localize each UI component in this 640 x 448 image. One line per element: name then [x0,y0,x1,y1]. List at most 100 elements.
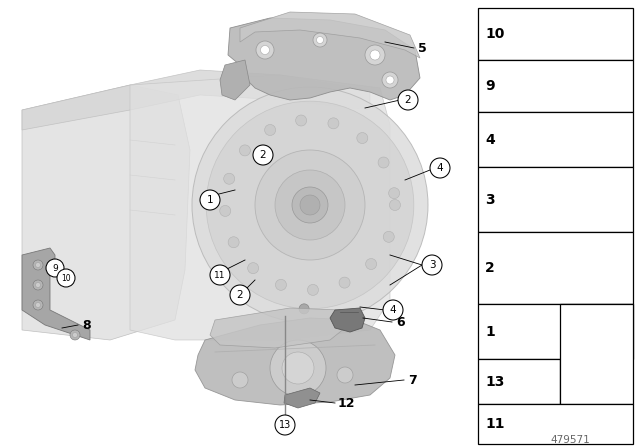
Polygon shape [22,85,190,340]
Circle shape [35,283,40,288]
Circle shape [378,157,389,168]
Circle shape [210,265,230,285]
Circle shape [35,302,40,307]
Circle shape [383,300,403,320]
Polygon shape [130,75,390,340]
Bar [572,307,585,313]
Ellipse shape [564,141,594,149]
Bar [478,359,560,404]
Circle shape [206,101,414,309]
Ellipse shape [572,165,585,169]
Polygon shape [561,416,611,428]
Circle shape [35,263,40,267]
Polygon shape [22,70,370,130]
Polygon shape [330,308,365,332]
Circle shape [228,237,239,248]
Circle shape [357,133,368,143]
Bar [478,232,633,304]
Bar [478,60,633,112]
Circle shape [200,190,220,210]
Circle shape [300,195,320,215]
Circle shape [232,372,248,388]
Ellipse shape [572,230,585,234]
Text: 2: 2 [485,261,495,275]
Circle shape [255,150,365,260]
Circle shape [33,260,43,270]
Text: 8: 8 [82,319,91,332]
Bar [478,167,633,232]
Ellipse shape [563,23,595,37]
Circle shape [275,415,295,435]
Circle shape [430,158,450,178]
Text: 12: 12 [338,396,355,409]
Circle shape [296,115,307,126]
Circle shape [390,199,401,211]
Circle shape [317,36,323,43]
Circle shape [365,258,376,270]
Ellipse shape [569,168,588,172]
Circle shape [383,231,394,242]
Circle shape [386,76,394,84]
Circle shape [370,50,380,60]
Text: 2: 2 [237,290,243,300]
Circle shape [337,367,353,383]
Polygon shape [210,308,345,348]
Circle shape [230,285,250,305]
Circle shape [264,125,276,135]
Bar [478,8,633,60]
Ellipse shape [572,302,585,306]
Ellipse shape [569,305,588,310]
Text: 10: 10 [61,273,71,283]
Circle shape [270,340,326,396]
Text: 9: 9 [485,79,495,93]
Circle shape [382,72,398,88]
Circle shape [220,206,231,216]
Bar [572,170,585,176]
Ellipse shape [564,116,594,124]
Bar [560,304,633,404]
Circle shape [239,145,250,156]
Polygon shape [524,369,538,391]
Circle shape [282,352,314,384]
Circle shape [313,33,327,47]
Text: 1: 1 [485,324,495,339]
Text: 2: 2 [404,95,412,105]
Text: 11: 11 [485,417,504,431]
Bar [575,177,582,219]
Ellipse shape [572,27,586,33]
Polygon shape [284,388,320,408]
Ellipse shape [570,118,587,122]
Polygon shape [240,12,420,58]
Polygon shape [228,18,420,100]
Circle shape [70,330,80,340]
Text: 7: 7 [408,374,417,387]
Polygon shape [220,60,250,100]
Bar [478,112,633,167]
Text: 2: 2 [260,150,266,160]
Bar [572,235,585,241]
Circle shape [253,145,273,165]
Text: 479571: 479571 [550,435,590,445]
Circle shape [365,45,385,65]
Circle shape [299,304,309,314]
Text: 9: 9 [52,263,58,272]
Circle shape [248,263,259,274]
Circle shape [339,277,350,288]
Circle shape [388,188,399,198]
Circle shape [72,332,77,337]
Circle shape [33,280,43,290]
Bar [478,304,633,359]
Ellipse shape [524,362,540,367]
Polygon shape [496,420,520,428]
Circle shape [292,187,328,223]
Polygon shape [195,318,395,405]
Bar [572,63,585,68]
Text: 13: 13 [485,375,504,388]
Circle shape [33,300,43,310]
Circle shape [422,255,442,275]
Bar [575,242,582,300]
Bar [478,404,633,444]
Text: 3: 3 [485,193,495,207]
Text: 4: 4 [390,305,396,315]
Circle shape [224,173,235,184]
